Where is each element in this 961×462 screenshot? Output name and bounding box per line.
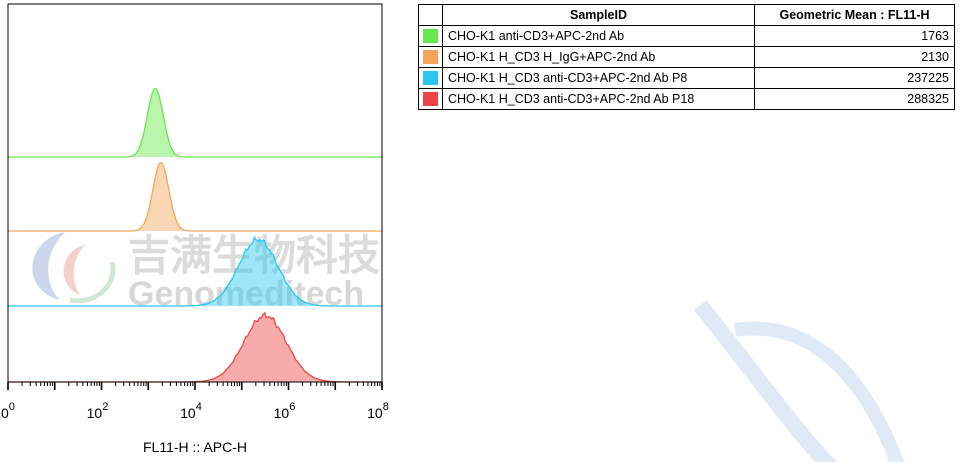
histogram-line-3 <box>8 235 382 307</box>
geometric-mean-header: Geometric Mean : FL11-H <box>754 4 955 26</box>
x-tick-exponent: 0 <box>9 401 15 413</box>
x-tick-label: 104 <box>180 401 202 421</box>
color-swatch <box>423 71 438 86</box>
geometric-mean-cell: 288325 <box>754 88 955 110</box>
x-tick-label: 108 <box>367 401 389 421</box>
watermark-logo <box>32 232 116 304</box>
histogram-fill-3 <box>8 237 382 306</box>
histogram-line-2 <box>8 161 382 232</box>
geometric-mean-cell: 1763 <box>754 25 955 47</box>
table-row: CHO-K1 H_CD3 anti-CD3+APC-2nd Ab P18 288… <box>418 88 955 110</box>
watermark-english: Genomeditech <box>128 275 364 313</box>
histogram-fill-4 <box>8 312 382 382</box>
table-row: CHO-K1 anti-CD3+APC-2nd Ab 1763 <box>418 25 955 47</box>
x-tick-label: 106 <box>274 401 296 421</box>
histogram-fill-1 <box>8 88 382 157</box>
swatch-header <box>418 4 443 26</box>
x-tick-exponent: 6 <box>289 401 295 413</box>
sample-id-cell: CHO-K1 H_CD3 anti-CD3+APC-2nd Ab P18 <box>442 88 755 110</box>
x-tick-exponent: 8 <box>383 401 389 413</box>
sample-id-cell: CHO-K1 H_CD3 H_IgG+APC-2nd Ab <box>442 46 755 68</box>
geometric-mean-cell: 2130 <box>754 46 955 68</box>
histogram-series-layer <box>8 87 382 383</box>
table-row: CHO-K1 H_CD3 H_IgG+APC-2nd Ab 2130 <box>418 46 955 68</box>
color-swatch <box>423 50 438 65</box>
plot-frame <box>7 3 383 383</box>
geometric-mean-cell: 237225 <box>754 67 955 89</box>
histogram-fill-2 <box>8 162 382 231</box>
color-swatch <box>423 29 438 44</box>
x-tick-label: 100 <box>0 401 15 421</box>
color-swatch <box>423 92 438 107</box>
x-tick-label: 102 <box>87 401 109 421</box>
histogram-line-1 <box>8 87 382 158</box>
sample-id-cell: CHO-K1 anti-CD3+APC-2nd Ab <box>442 25 755 47</box>
table-row: CHO-K1 H_CD3 anti-CD3+APC-2nd Ab P8 2372… <box>418 67 955 89</box>
sample-table: SampleID Geometric Mean : FL11-H CHO-K1 … <box>418 4 955 110</box>
x-axis-tick-labels: 100 102 104 106 108 <box>0 401 389 421</box>
table-header-row: SampleID Geometric Mean : FL11-H <box>418 4 955 26</box>
x-axis-ticks <box>7 382 383 390</box>
x-tick-exponent: 4 <box>196 401 202 413</box>
sample-id-cell: CHO-K1 H_CD3 anti-CD3+APC-2nd Ab P8 <box>442 67 755 89</box>
x-tick-exponent: 2 <box>102 401 108 413</box>
watermark-curve <box>693 300 905 462</box>
histogram-line-4 <box>8 311 382 383</box>
sample-id-header: SampleID <box>442 4 755 26</box>
x-axis-label: FL11-H :: APC-H <box>143 439 247 455</box>
